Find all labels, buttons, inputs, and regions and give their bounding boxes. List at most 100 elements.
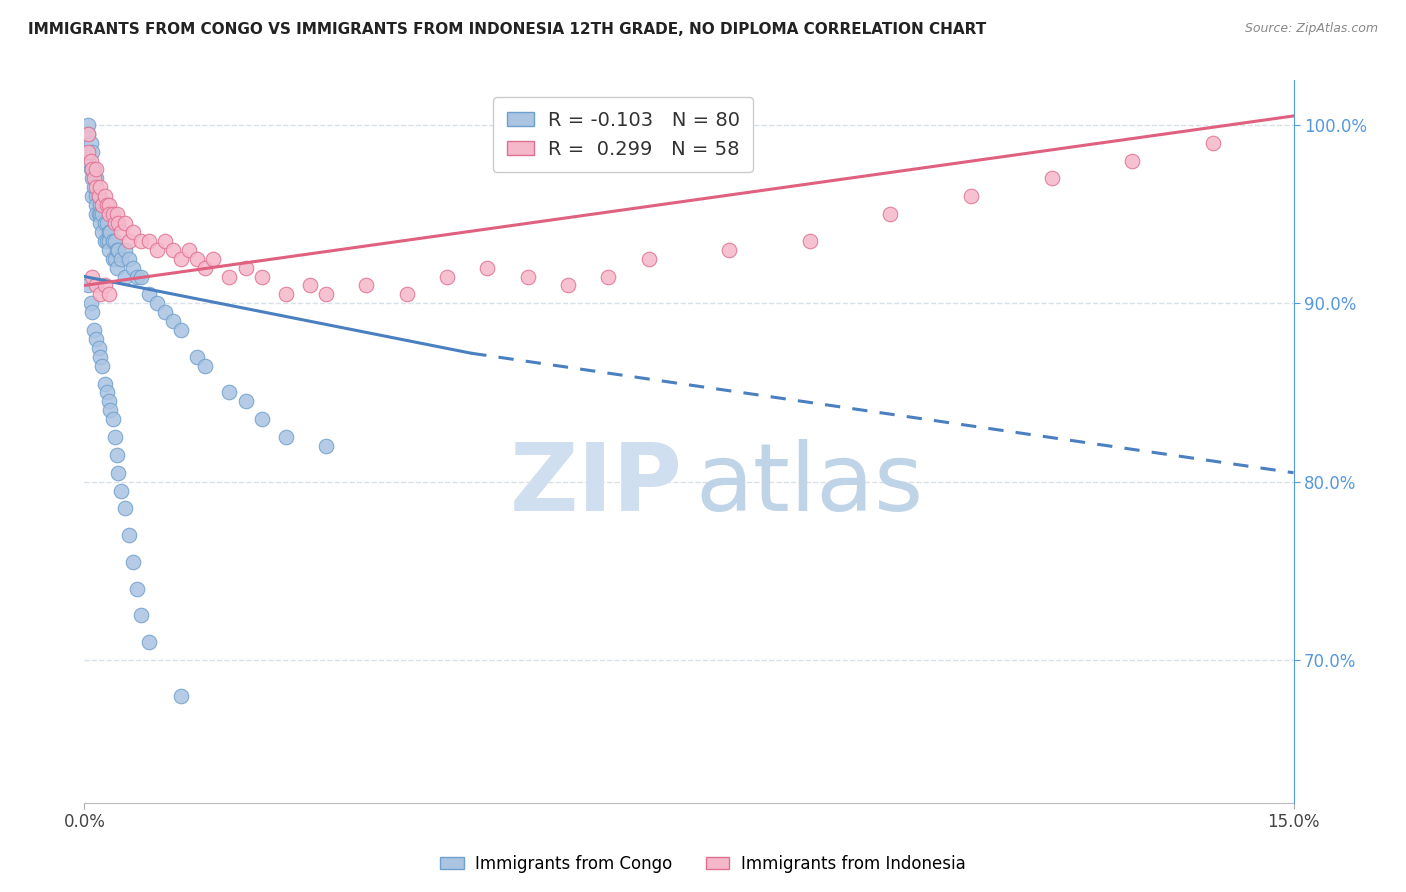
Point — [80, 153, 103, 168]
Point — [80, 296, 103, 310]
Point — [86, 332, 108, 346]
Point — [557, 278, 579, 293]
Point — [91, 207, 114, 221]
Point — [114, 216, 136, 230]
Point — [101, 234, 124, 248]
Point — [194, 260, 217, 275]
Text: atlas: atlas — [695, 439, 924, 531]
Point — [86, 198, 108, 212]
Point — [125, 582, 148, 596]
Point — [91, 225, 114, 239]
Legend: Immigrants from Congo, Immigrants from Indonesia: Immigrants from Congo, Immigrants from I… — [433, 848, 973, 880]
Point — [121, 260, 143, 275]
Point — [97, 225, 120, 239]
Point — [114, 501, 136, 516]
Point — [138, 635, 160, 649]
Point — [186, 252, 208, 266]
Point — [97, 394, 120, 409]
Point — [101, 412, 124, 426]
Point — [96, 216, 118, 230]
Point — [96, 234, 118, 248]
Point — [89, 180, 111, 194]
Point — [274, 430, 297, 444]
Point — [315, 439, 337, 453]
Point — [89, 216, 111, 230]
Point — [718, 243, 741, 257]
Point — [77, 145, 100, 159]
Point — [82, 162, 104, 177]
Point — [194, 359, 217, 373]
Point — [107, 216, 129, 230]
Text: IMMIGRANTS FROM CONGO VS IMMIGRANTS FROM INDONESIA 12TH GRADE, NO DIPLOMA CORREL: IMMIGRANTS FROM CONGO VS IMMIGRANTS FROM… — [28, 22, 987, 37]
Point — [250, 269, 273, 284]
Point — [274, 287, 297, 301]
Point — [162, 314, 184, 328]
Point — [186, 350, 208, 364]
Point — [129, 269, 152, 284]
Point — [86, 189, 108, 203]
Point — [138, 234, 160, 248]
Point — [83, 171, 105, 186]
Point — [114, 269, 136, 284]
Point — [93, 278, 115, 293]
Point — [87, 189, 110, 203]
Point — [516, 269, 538, 284]
Point — [960, 189, 983, 203]
Point — [97, 243, 120, 257]
Point — [315, 287, 337, 301]
Point — [879, 207, 901, 221]
Point — [86, 278, 108, 293]
Point — [146, 296, 169, 310]
Point — [97, 207, 120, 221]
Point — [93, 216, 115, 230]
Point — [97, 198, 120, 212]
Point — [87, 207, 110, 221]
Point — [218, 269, 240, 284]
Point — [104, 430, 127, 444]
Point — [107, 466, 129, 480]
Point — [153, 305, 176, 319]
Point — [91, 198, 114, 212]
Point — [105, 260, 128, 275]
Point — [83, 180, 105, 194]
Point — [82, 171, 104, 186]
Point — [86, 207, 108, 221]
Point — [83, 162, 105, 177]
Point — [477, 260, 499, 275]
Point — [598, 269, 620, 284]
Point — [89, 198, 111, 212]
Point — [104, 252, 127, 266]
Point — [89, 287, 111, 301]
Point — [89, 350, 111, 364]
Point — [170, 689, 193, 703]
Point — [104, 216, 127, 230]
Point — [97, 287, 120, 301]
Point — [138, 287, 160, 301]
Point — [105, 207, 128, 221]
Point — [121, 555, 143, 569]
Point — [162, 243, 184, 257]
Point — [77, 127, 100, 141]
Point — [125, 269, 148, 284]
Point — [356, 278, 378, 293]
Point — [118, 252, 141, 266]
Point — [101, 252, 124, 266]
Point — [77, 127, 100, 141]
Point — [110, 483, 132, 498]
Point — [110, 225, 132, 239]
Point — [105, 243, 128, 257]
Point — [129, 234, 152, 248]
Point — [179, 243, 201, 257]
Point — [105, 448, 128, 462]
Point — [83, 323, 105, 337]
Point — [121, 225, 143, 239]
Point — [77, 118, 100, 132]
Point — [146, 243, 169, 257]
Point — [82, 145, 104, 159]
Point — [1040, 171, 1063, 186]
Point — [107, 243, 129, 257]
Text: Source: ZipAtlas.com: Source: ZipAtlas.com — [1244, 22, 1378, 36]
Point — [299, 278, 322, 293]
Point — [110, 252, 132, 266]
Point — [98, 403, 121, 417]
